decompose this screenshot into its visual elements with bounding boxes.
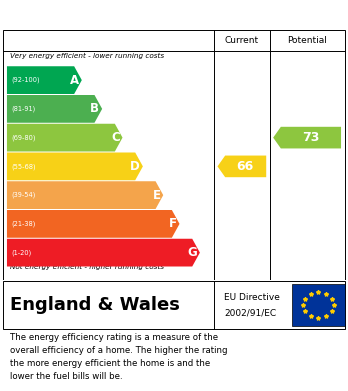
Text: 73: 73 [302, 131, 319, 144]
Text: (69-80): (69-80) [11, 135, 35, 141]
Polygon shape [218, 156, 266, 177]
Polygon shape [7, 95, 102, 123]
Text: Not energy efficient - higher running costs: Not energy efficient - higher running co… [10, 264, 165, 270]
Text: EU Directive: EU Directive [224, 293, 280, 302]
Polygon shape [7, 210, 180, 238]
Text: B: B [90, 102, 100, 115]
Polygon shape [273, 127, 341, 149]
Text: C: C [111, 131, 120, 144]
Text: 66: 66 [237, 160, 254, 173]
Text: E: E [152, 188, 160, 202]
Text: The energy efficiency rating is a measure of the
overall efficiency of a home. T: The energy efficiency rating is a measur… [10, 333, 228, 380]
Text: Energy Efficiency Rating: Energy Efficiency Rating [10, 7, 220, 23]
Text: G: G [187, 246, 197, 259]
Text: (39-54): (39-54) [11, 192, 35, 198]
Polygon shape [7, 124, 122, 151]
Text: A: A [70, 74, 79, 87]
Polygon shape [7, 239, 200, 267]
Polygon shape [7, 152, 143, 180]
Polygon shape [7, 66, 82, 94]
Text: F: F [169, 217, 177, 230]
Polygon shape [7, 181, 163, 209]
Text: (55-68): (55-68) [11, 163, 36, 170]
Text: Current: Current [225, 36, 259, 45]
Text: Potential: Potential [287, 36, 327, 45]
Text: (1-20): (1-20) [11, 249, 31, 256]
Text: England & Wales: England & Wales [10, 296, 180, 314]
Text: (21-38): (21-38) [11, 221, 35, 227]
Text: 2002/91/EC: 2002/91/EC [224, 308, 277, 317]
Text: D: D [130, 160, 140, 173]
Bar [292, 284, 345, 326]
Text: (81-91): (81-91) [11, 106, 35, 112]
Text: Very energy efficient - lower running costs: Very energy efficient - lower running co… [10, 52, 165, 59]
Text: (92-100): (92-100) [11, 77, 40, 83]
